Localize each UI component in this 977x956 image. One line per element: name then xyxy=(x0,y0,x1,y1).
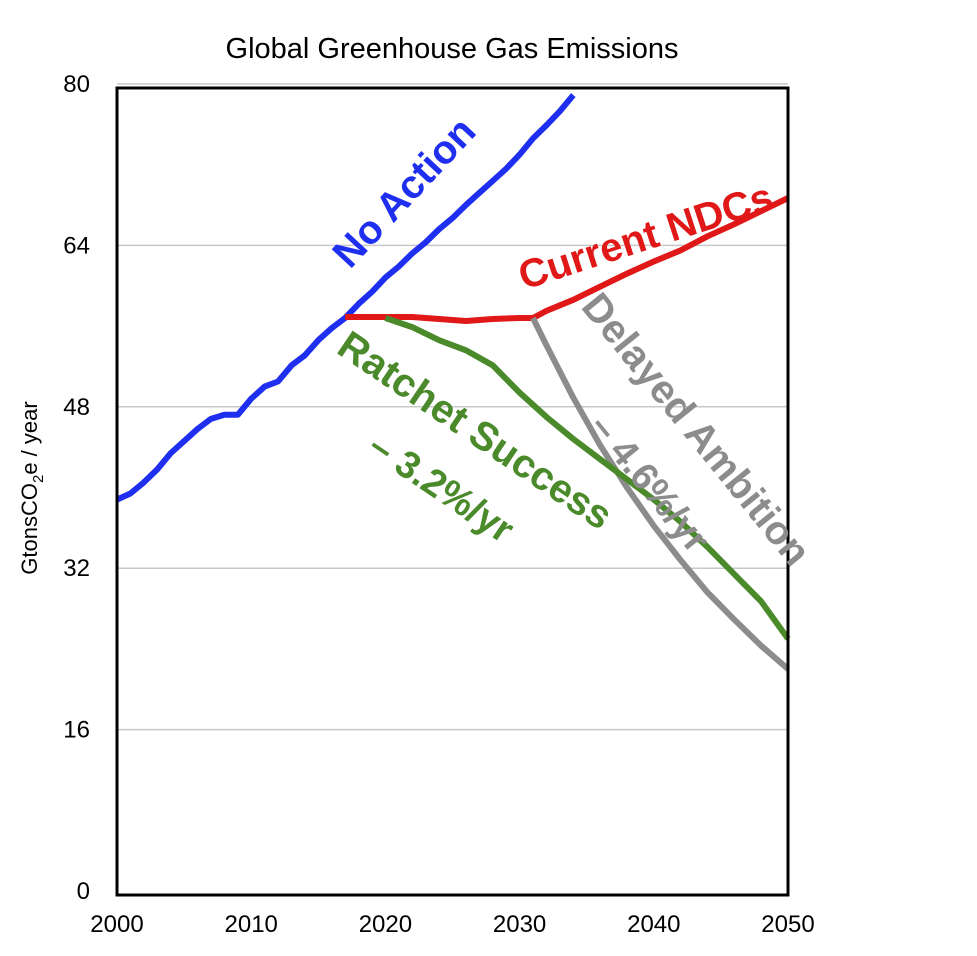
series-line-delayed-ambition xyxy=(530,316,790,672)
x-tick-label: 2020 xyxy=(359,911,412,938)
x-tick-label: 2010 xyxy=(225,911,278,938)
current-ndcs-label: Current NDCs xyxy=(513,175,778,299)
y-tick-label: 80 xyxy=(63,71,90,98)
y-tick-label: 48 xyxy=(63,394,90,421)
series-lines xyxy=(115,93,791,672)
plot-frame xyxy=(115,86,790,897)
series-line-current-ndcs xyxy=(345,195,790,324)
chart-title: Global Greenhouse Gas Emissions xyxy=(226,33,679,65)
x-tick-label: 2040 xyxy=(627,911,680,938)
y-tick-label: 0 xyxy=(77,878,90,905)
grid xyxy=(117,83,788,731)
x-tick-label: 2000 xyxy=(90,911,143,938)
x-tick-label: 2030 xyxy=(493,911,546,938)
tick-labels: 0 16 32 48 64 80 2000 2010 2020 2030 2040 2050 xyxy=(63,71,814,938)
no-action-label: No Action xyxy=(324,109,484,276)
y-tick-label: 32 xyxy=(63,555,90,582)
x-tick-label: 2050 xyxy=(761,911,814,938)
y-tick-label: 16 xyxy=(63,717,90,744)
y-tick-label: 64 xyxy=(63,232,90,259)
series-line-ratchet-success xyxy=(384,315,791,641)
y-axis-label: GtonsCO2e / year xyxy=(17,401,47,574)
